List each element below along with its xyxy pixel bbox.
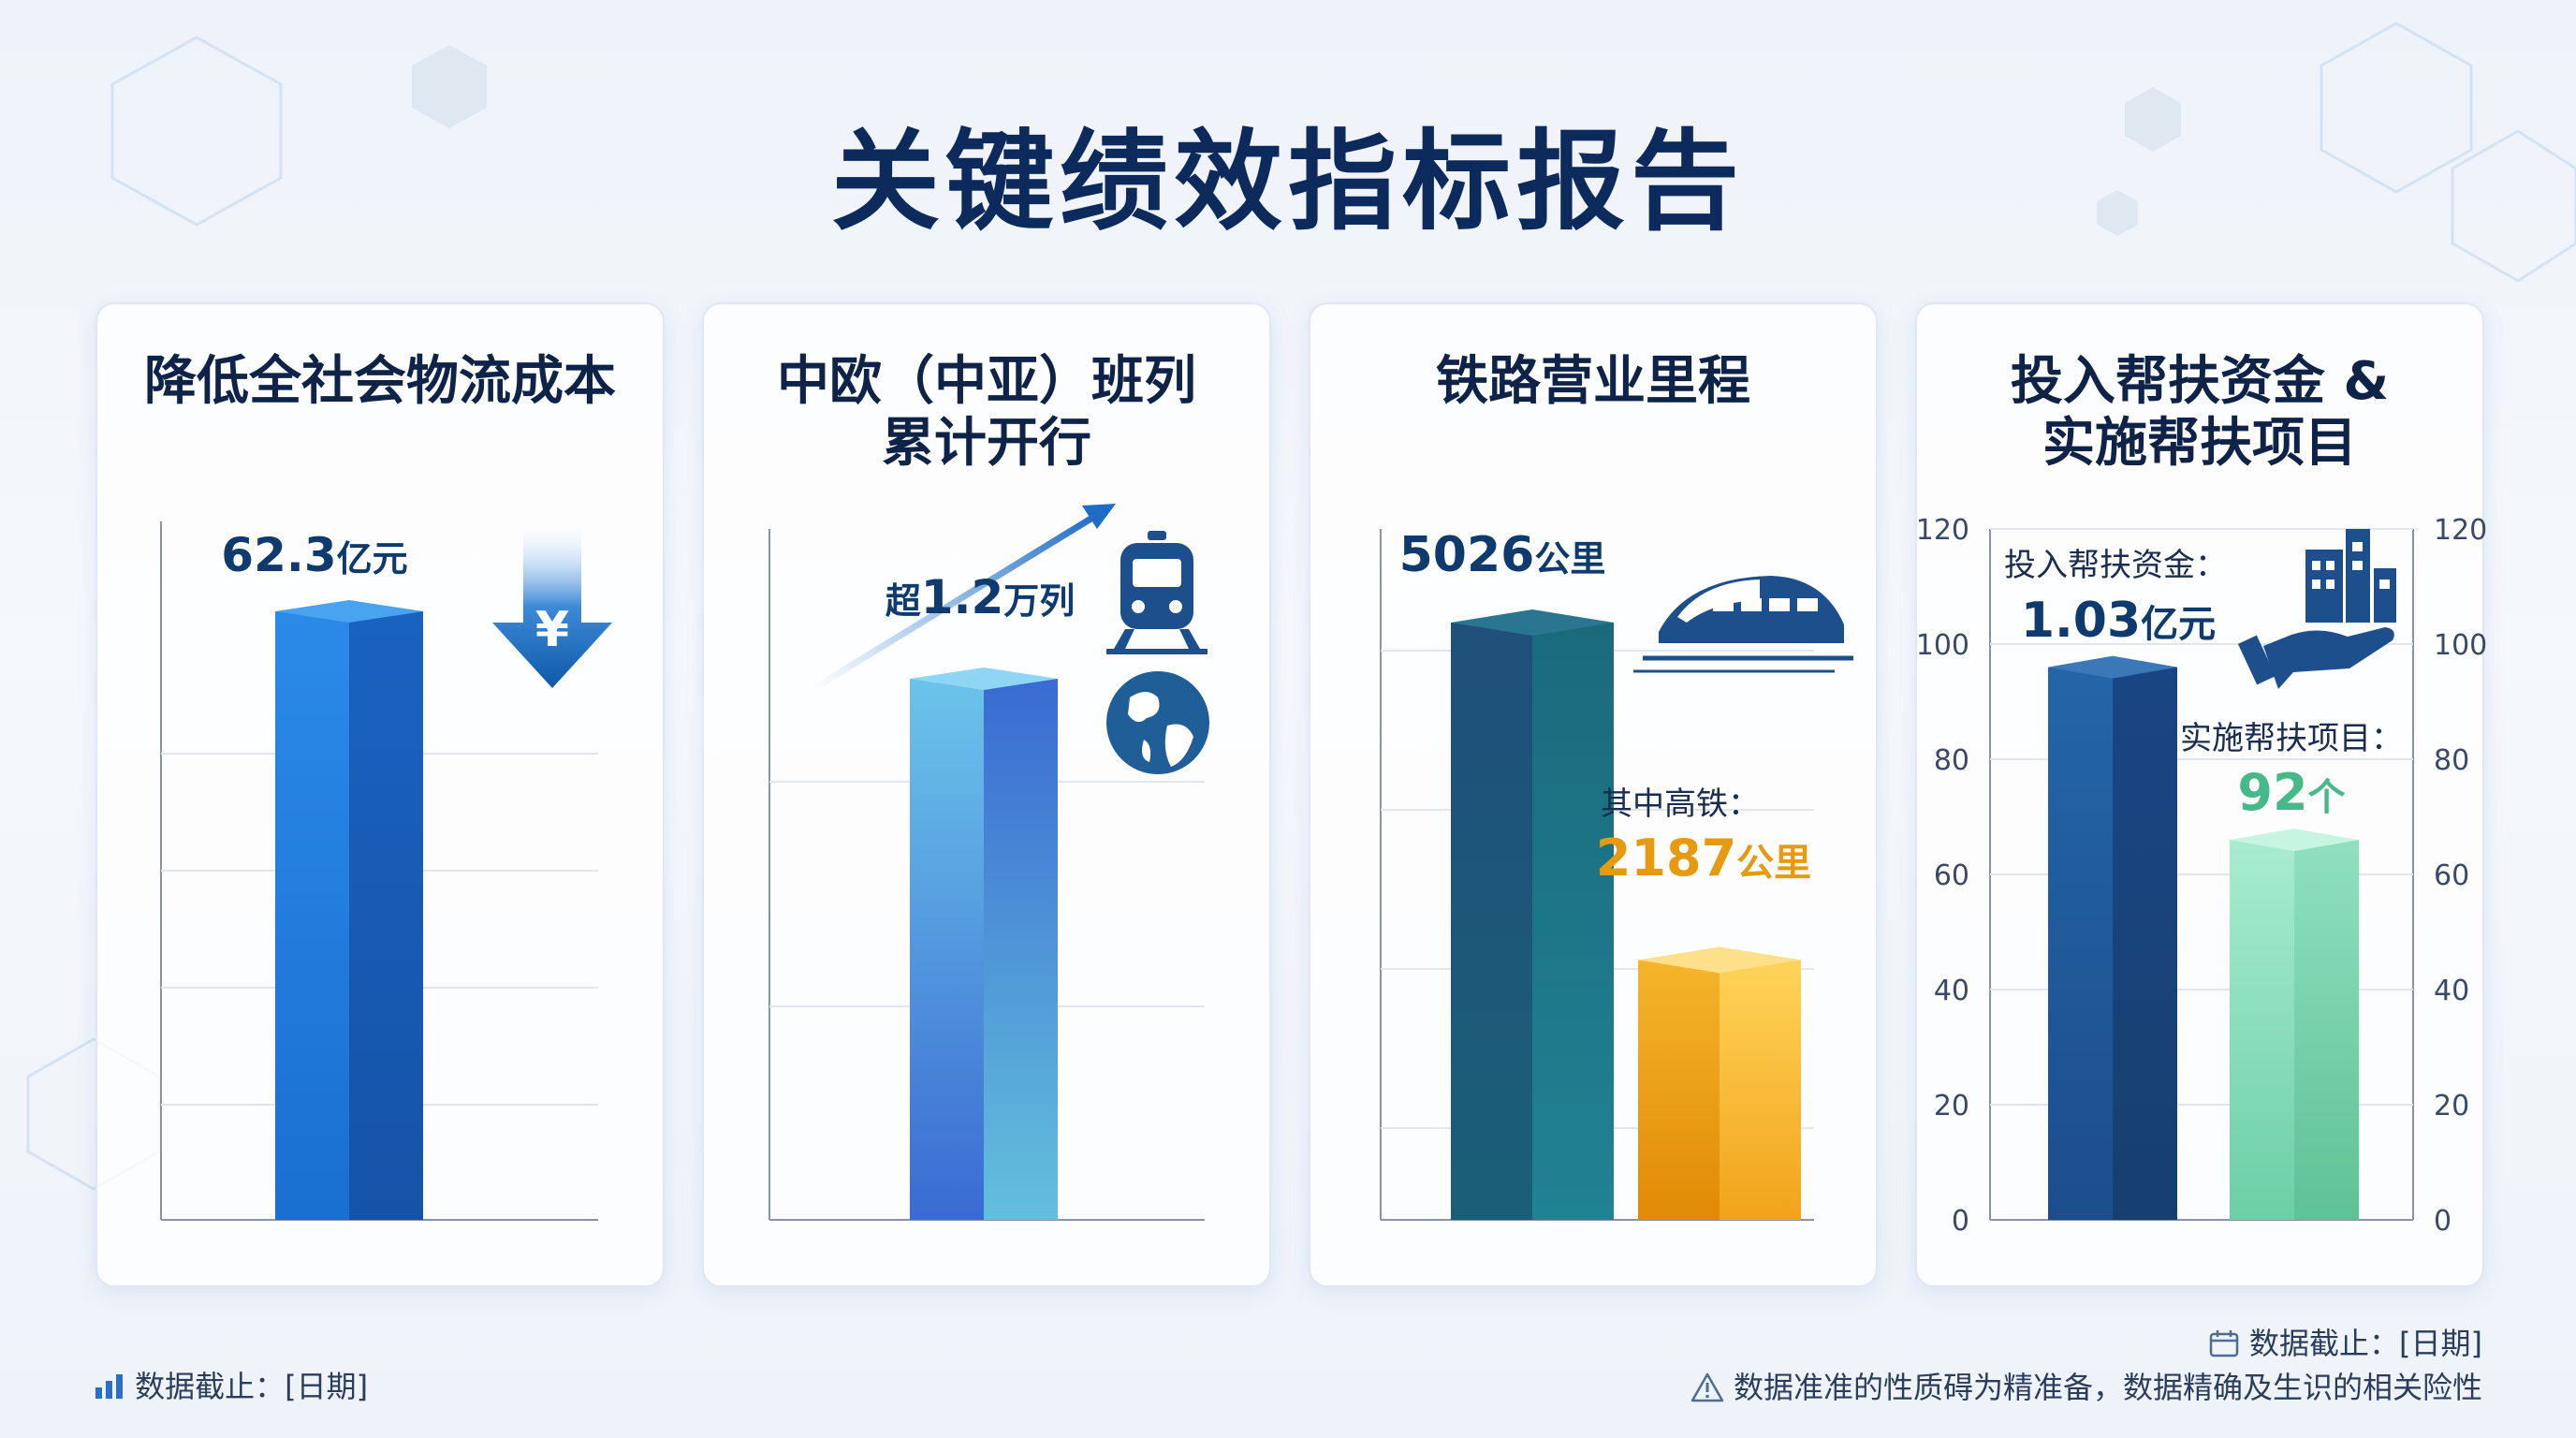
globe-icon bbox=[1106, 671, 1209, 774]
bar-1-2 bbox=[910, 668, 1058, 1220]
panel-railway-mileage: 铁路营业里程 5026公里 其中高铁： 2187公里 bbox=[1309, 302, 1878, 1287]
footer-left: 数据截止：[日期] bbox=[94, 1363, 368, 1406]
y-tick-right: 60 bbox=[2434, 859, 2469, 892]
bar-value-label: 超1.2万列 bbox=[886, 570, 1076, 624]
bar-chart-icon bbox=[95, 1374, 123, 1399]
bar-caption-high-speed: 其中高铁： bbox=[1601, 785, 1760, 823]
bar-caption-funds: 投入帮扶资金： bbox=[2004, 547, 2227, 584]
y-tick-left: 20 bbox=[1934, 1090, 1969, 1123]
y-tick-right: 80 bbox=[2434, 744, 2469, 777]
building-hand-icon bbox=[2237, 529, 2396, 689]
bar-62-3 bbox=[275, 600, 423, 1220]
panel-title-line-2: 累计开行 bbox=[882, 413, 1091, 474]
panel-logistics-cost: 降低全社会物流成本 62.3亿元 ¥ bbox=[95, 302, 665, 1287]
bar-value-label-funds: 1.03亿元 bbox=[2021, 593, 2216, 649]
chart-logistics-cost: 62.3亿元 ¥ bbox=[160, 521, 612, 1221]
y-tick-right: 0 bbox=[2434, 1205, 2452, 1238]
svg-text:¥: ¥ bbox=[535, 602, 569, 658]
warning-icon bbox=[1690, 1372, 1724, 1402]
bar-value-label-total: 5026公里 bbox=[1399, 527, 1606, 583]
y-tick-left: 100 bbox=[1916, 629, 1969, 662]
bars-railway-mileage bbox=[1451, 609, 1801, 1220]
panel-title-line-1: 中欧（中亚）班列 bbox=[777, 351, 1196, 412]
bar-funds bbox=[2048, 655, 2177, 1220]
bars-poverty-support bbox=[2048, 655, 2359, 1220]
panel-poverty-support: 投入帮扶资金 & 实施帮扶项目 0 0 20 20 40 40 60 60 80 80 100 100… bbox=[1915, 302, 2488, 1287]
page-title: 关键绩效指标报告 bbox=[831, 119, 1745, 245]
yen-down-arrow-icon: ¥ bbox=[492, 525, 612, 688]
bar-high-speed bbox=[1638, 946, 1801, 1220]
disclaimer-text: 数据准准的性质碍为精准备，数据精确及生识的相关险性 bbox=[1733, 1370, 2482, 1405]
y-tick-right: 40 bbox=[2434, 975, 2469, 1007]
high-speed-train-icon bbox=[1633, 576, 1853, 673]
y-tick-left: 60 bbox=[1934, 859, 1969, 892]
bar-value-label: 62.3亿元 bbox=[221, 528, 407, 582]
footer-date-left: 数据截止：[日期] bbox=[135, 1369, 369, 1404]
train-icon bbox=[1106, 531, 1208, 654]
y-tick-left: 0 bbox=[1952, 1205, 1969, 1238]
y-tick-right: 120 bbox=[2434, 514, 2487, 547]
panel-title-line-1: 投入帮扶资金 & bbox=[2010, 351, 2390, 412]
bar-railway-total bbox=[1451, 609, 1614, 1220]
bar-caption-projects: 实施帮扶项目： bbox=[2180, 720, 2403, 757]
panel-title-line-2: 实施帮扶项目 bbox=[2042, 413, 2357, 474]
calendar-icon bbox=[2209, 1330, 2239, 1357]
bar-china-europe-trains bbox=[910, 668, 1058, 1220]
y-tick-left: 40 bbox=[1934, 975, 1969, 1007]
panel-title: 铁路营业里程 bbox=[1436, 351, 1750, 412]
footer-right-date: 数据截止：[日期] bbox=[2208, 1320, 2482, 1363]
footer-disclaimer: 数据准准的性质碍为精准备，数据精确及生识的相关险性 bbox=[1690, 1364, 2482, 1407]
y-tick-left: 80 bbox=[1934, 744, 1969, 777]
panel-china-europe-trains: 中欧（中亚）班列 累计开行 超1.2万列 bbox=[702, 302, 1271, 1287]
chart-poverty-support: 0 0 20 20 40 40 60 60 80 80 100 100 120 120 投入帮扶资金： 1… bbox=[1916, 514, 2488, 1238]
bar-value-label-projects: 92个 bbox=[2237, 763, 2345, 822]
bar-value-label-high-speed: 2187公里 bbox=[1596, 829, 1811, 888]
y-tick-right: 100 bbox=[2434, 629, 2487, 662]
y-tick-left: 120 bbox=[1916, 514, 1969, 547]
trend-arrow-icon bbox=[812, 504, 1116, 691]
chart-china-europe-trains: 超1.2万列 bbox=[768, 504, 1209, 1221]
bar-projects bbox=[2230, 829, 2359, 1220]
bar-logistics-cost bbox=[275, 600, 423, 1220]
footer-date-right: 数据截止：[日期] bbox=[2249, 1326, 2482, 1361]
panel-title: 降低全社会物流成本 bbox=[144, 351, 616, 412]
chart-railway-mileage: 5026公里 其中高铁： 2187公里 bbox=[1380, 527, 1853, 1221]
y-tick-right: 20 bbox=[2434, 1090, 2469, 1123]
